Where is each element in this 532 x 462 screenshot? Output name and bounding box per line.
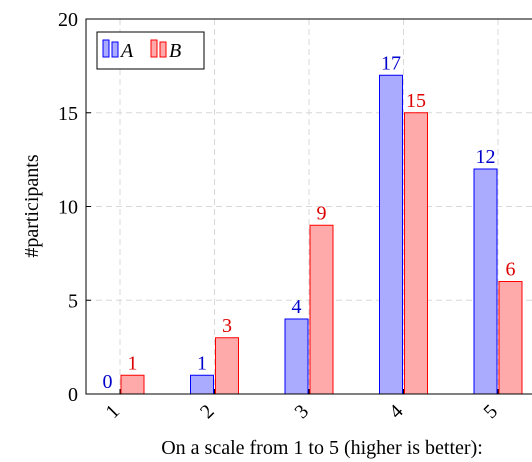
x-axis-label: On a scale from 1 to 5 (higher is better… [161, 437, 483, 459]
bar-B-2 [215, 337, 239, 395]
y-axis-label: #participants [21, 154, 43, 258]
value-label-B-3: 9 [317, 202, 327, 224]
grid-lines [86, 19, 532, 394]
y-tick-label: 15 [58, 103, 78, 125]
bar-A-3 [284, 318, 309, 395]
bar-A-4 [379, 74, 403, 395]
y-tick-label: 5 [68, 290, 78, 312]
x-tick-label: 3 [290, 400, 313, 423]
bar-B-4 [404, 112, 428, 395]
x-tick-label: 5 [479, 400, 502, 423]
y-tick-label: 0 [68, 384, 78, 406]
x-tick-label: 1 [101, 400, 124, 423]
value-label-A-3: 4 [292, 296, 302, 318]
bar-B-3 [309, 224, 334, 395]
value-label-A-4: 17 [381, 52, 401, 74]
bar-B-1 [120, 374, 145, 395]
legend-label-A: A [119, 40, 134, 62]
value-label-A-5: 12 [476, 146, 496, 168]
bars [120, 74, 523, 395]
legend-label-B: B [169, 40, 181, 62]
value-label-A-1: 0 [103, 371, 113, 393]
legend-swatch-A [102, 39, 110, 58]
bar-A-2 [190, 374, 214, 395]
value-label-B-2: 3 [222, 315, 232, 337]
value-label-B-5: 6 [506, 259, 516, 281]
value-label-A-2: 1 [197, 352, 207, 374]
legend-swatch-B [150, 39, 158, 58]
legend-swatch-B [159, 41, 167, 58]
x-tick-label: 4 [385, 400, 408, 423]
y-tick-label: 20 [58, 9, 78, 31]
bar-B-5 [498, 281, 523, 395]
bar-A-5 [473, 168, 498, 395]
y-tick-label: 10 [58, 197, 78, 219]
legend-swatch-A [111, 41, 119, 58]
value-label-B-4: 15 [406, 90, 426, 112]
value-label-B-1: 1 [128, 352, 138, 374]
x-tick-label: 2 [196, 400, 219, 423]
